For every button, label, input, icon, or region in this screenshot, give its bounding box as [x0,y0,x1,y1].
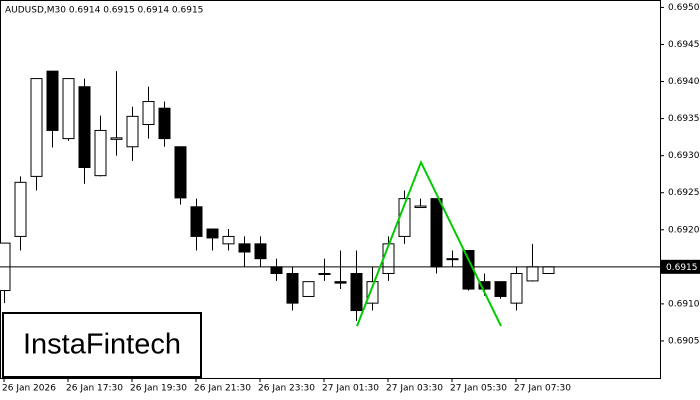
x-tick-label: 26 Jan 17:30 [66,384,123,394]
candle-body [334,281,347,284]
x-tick-label: 27 Jan 01:30 [322,384,379,394]
candle-body [446,258,459,261]
candle-body [206,228,219,239]
candle-body [30,78,43,177]
y-tick-label: 0.6950 [668,3,700,13]
candle-body [542,266,555,274]
current-price-label: 0.6915 [666,263,698,273]
candle-body [414,205,427,209]
candle-body [430,198,443,268]
candle-body [78,86,91,169]
candle-body [142,101,155,126]
candle-body [190,206,203,237]
y-tick-label: 0.6910 [668,299,700,309]
chart-title: AUDUSD,M30 0.6914 0.6915 0.6914 0.6915 [5,6,203,16]
candle-body [174,146,187,199]
pattern-line [356,159,502,327]
x-tick-label: 26 Jan 19:30 [130,384,187,394]
candle-body [254,243,267,260]
x-tick-label: 27 Jan 07:30 [514,384,571,394]
candle-body [478,281,491,290]
candle-body [318,272,331,275]
y-tick-label: 0.6930 [668,151,700,161]
candle-body [158,107,171,140]
candle-body [494,281,507,297]
current-price-box [661,259,700,274]
candle-body [366,281,379,304]
candle-body [94,129,107,177]
candle-body [270,266,283,274]
candle-body [238,243,251,253]
candle-body [462,250,475,290]
y-tick-label: 0.6935 [668,114,700,124]
candle-body [110,137,123,140]
y-tick-label: 0.6945 [668,40,700,50]
x-tick-label: 26 Jan 21:30 [194,384,251,394]
candle-body [46,70,59,131]
candle-body [126,115,139,148]
x-tick-label: 26 Jan 2026 [2,384,56,394]
candle-body [14,181,27,237]
x-tick-label: 26 Jan 23:30 [258,384,315,394]
candle-body [286,272,299,304]
candle-body [350,272,363,312]
x-tick-label: 27 Jan 03:30 [386,384,443,394]
logo-box [2,312,202,378]
logo: InstaFintech [23,329,181,361]
candle-body [302,281,315,297]
y-tick-label: 0.6905 [668,336,700,346]
candle-body [382,243,395,274]
y-tick-label: 0.6925 [668,188,700,198]
y-tick-label: 0.6940 [668,77,700,87]
candle-body [62,78,75,140]
y-tick-label: 0.6920 [668,225,700,235]
candle-body [526,266,539,282]
candle-body [222,235,235,245]
candle-body [510,272,523,304]
x-tick-label: 27 Jan 05:30 [450,384,507,394]
